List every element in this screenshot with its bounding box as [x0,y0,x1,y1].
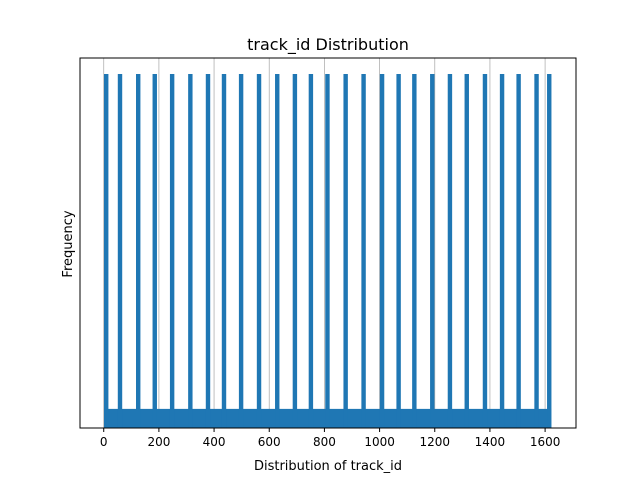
x-tick-label: 600 [258,435,281,449]
x-tick-label: 200 [147,435,170,449]
grid-lines [103,58,546,428]
histogram-bar [205,74,211,428]
histogram-bar [136,74,141,428]
histogram-bar [464,74,469,428]
x-tick-label: 800 [313,435,336,449]
histogram-bar [275,74,280,428]
y-axis-label: Frequency [61,210,76,277]
histogram-bar [396,74,401,428]
axes-frame [79,57,577,429]
x-ticks: 0 200 400 600 800 1000 1200 1400 1600 [100,428,560,449]
histogram-bar [308,74,314,428]
histogram-bar [117,74,123,428]
histogram-bar [221,74,227,428]
histogram-bar [516,74,521,428]
x-axis-label: Distribution of track_id [254,459,402,474]
x-tick-label: 1000 [364,435,395,449]
x-tick-label: 400 [203,435,226,449]
x-tick-label: 1600 [530,435,561,449]
histogram-bar [534,74,539,428]
histogram-bar [256,74,262,428]
histogram-bar [430,74,435,428]
histogram-bar [292,74,298,428]
x-tick-label: 0 [100,435,108,449]
histogram-bar [104,74,109,428]
histogram-bar [361,74,366,428]
histogram-bar [325,74,330,428]
plot-frame [79,57,577,429]
histogram-bar [379,74,385,428]
histogram-bar [547,74,552,428]
histogram-bar [343,74,348,428]
histogram-bar [412,74,417,428]
histogram-bar [482,74,488,428]
histogram-bar [188,74,193,428]
x-tick-label: 1400 [475,435,506,449]
histogram-bar [499,74,505,428]
histogram-bar [447,74,453,428]
histogram-bars [104,74,552,428]
x-tick-label: 1200 [419,435,450,449]
chart-title: track_id Distribution [247,35,409,55]
histogram-bar [152,74,157,428]
histogram-bar [238,74,244,428]
histogram-bar [169,74,175,428]
